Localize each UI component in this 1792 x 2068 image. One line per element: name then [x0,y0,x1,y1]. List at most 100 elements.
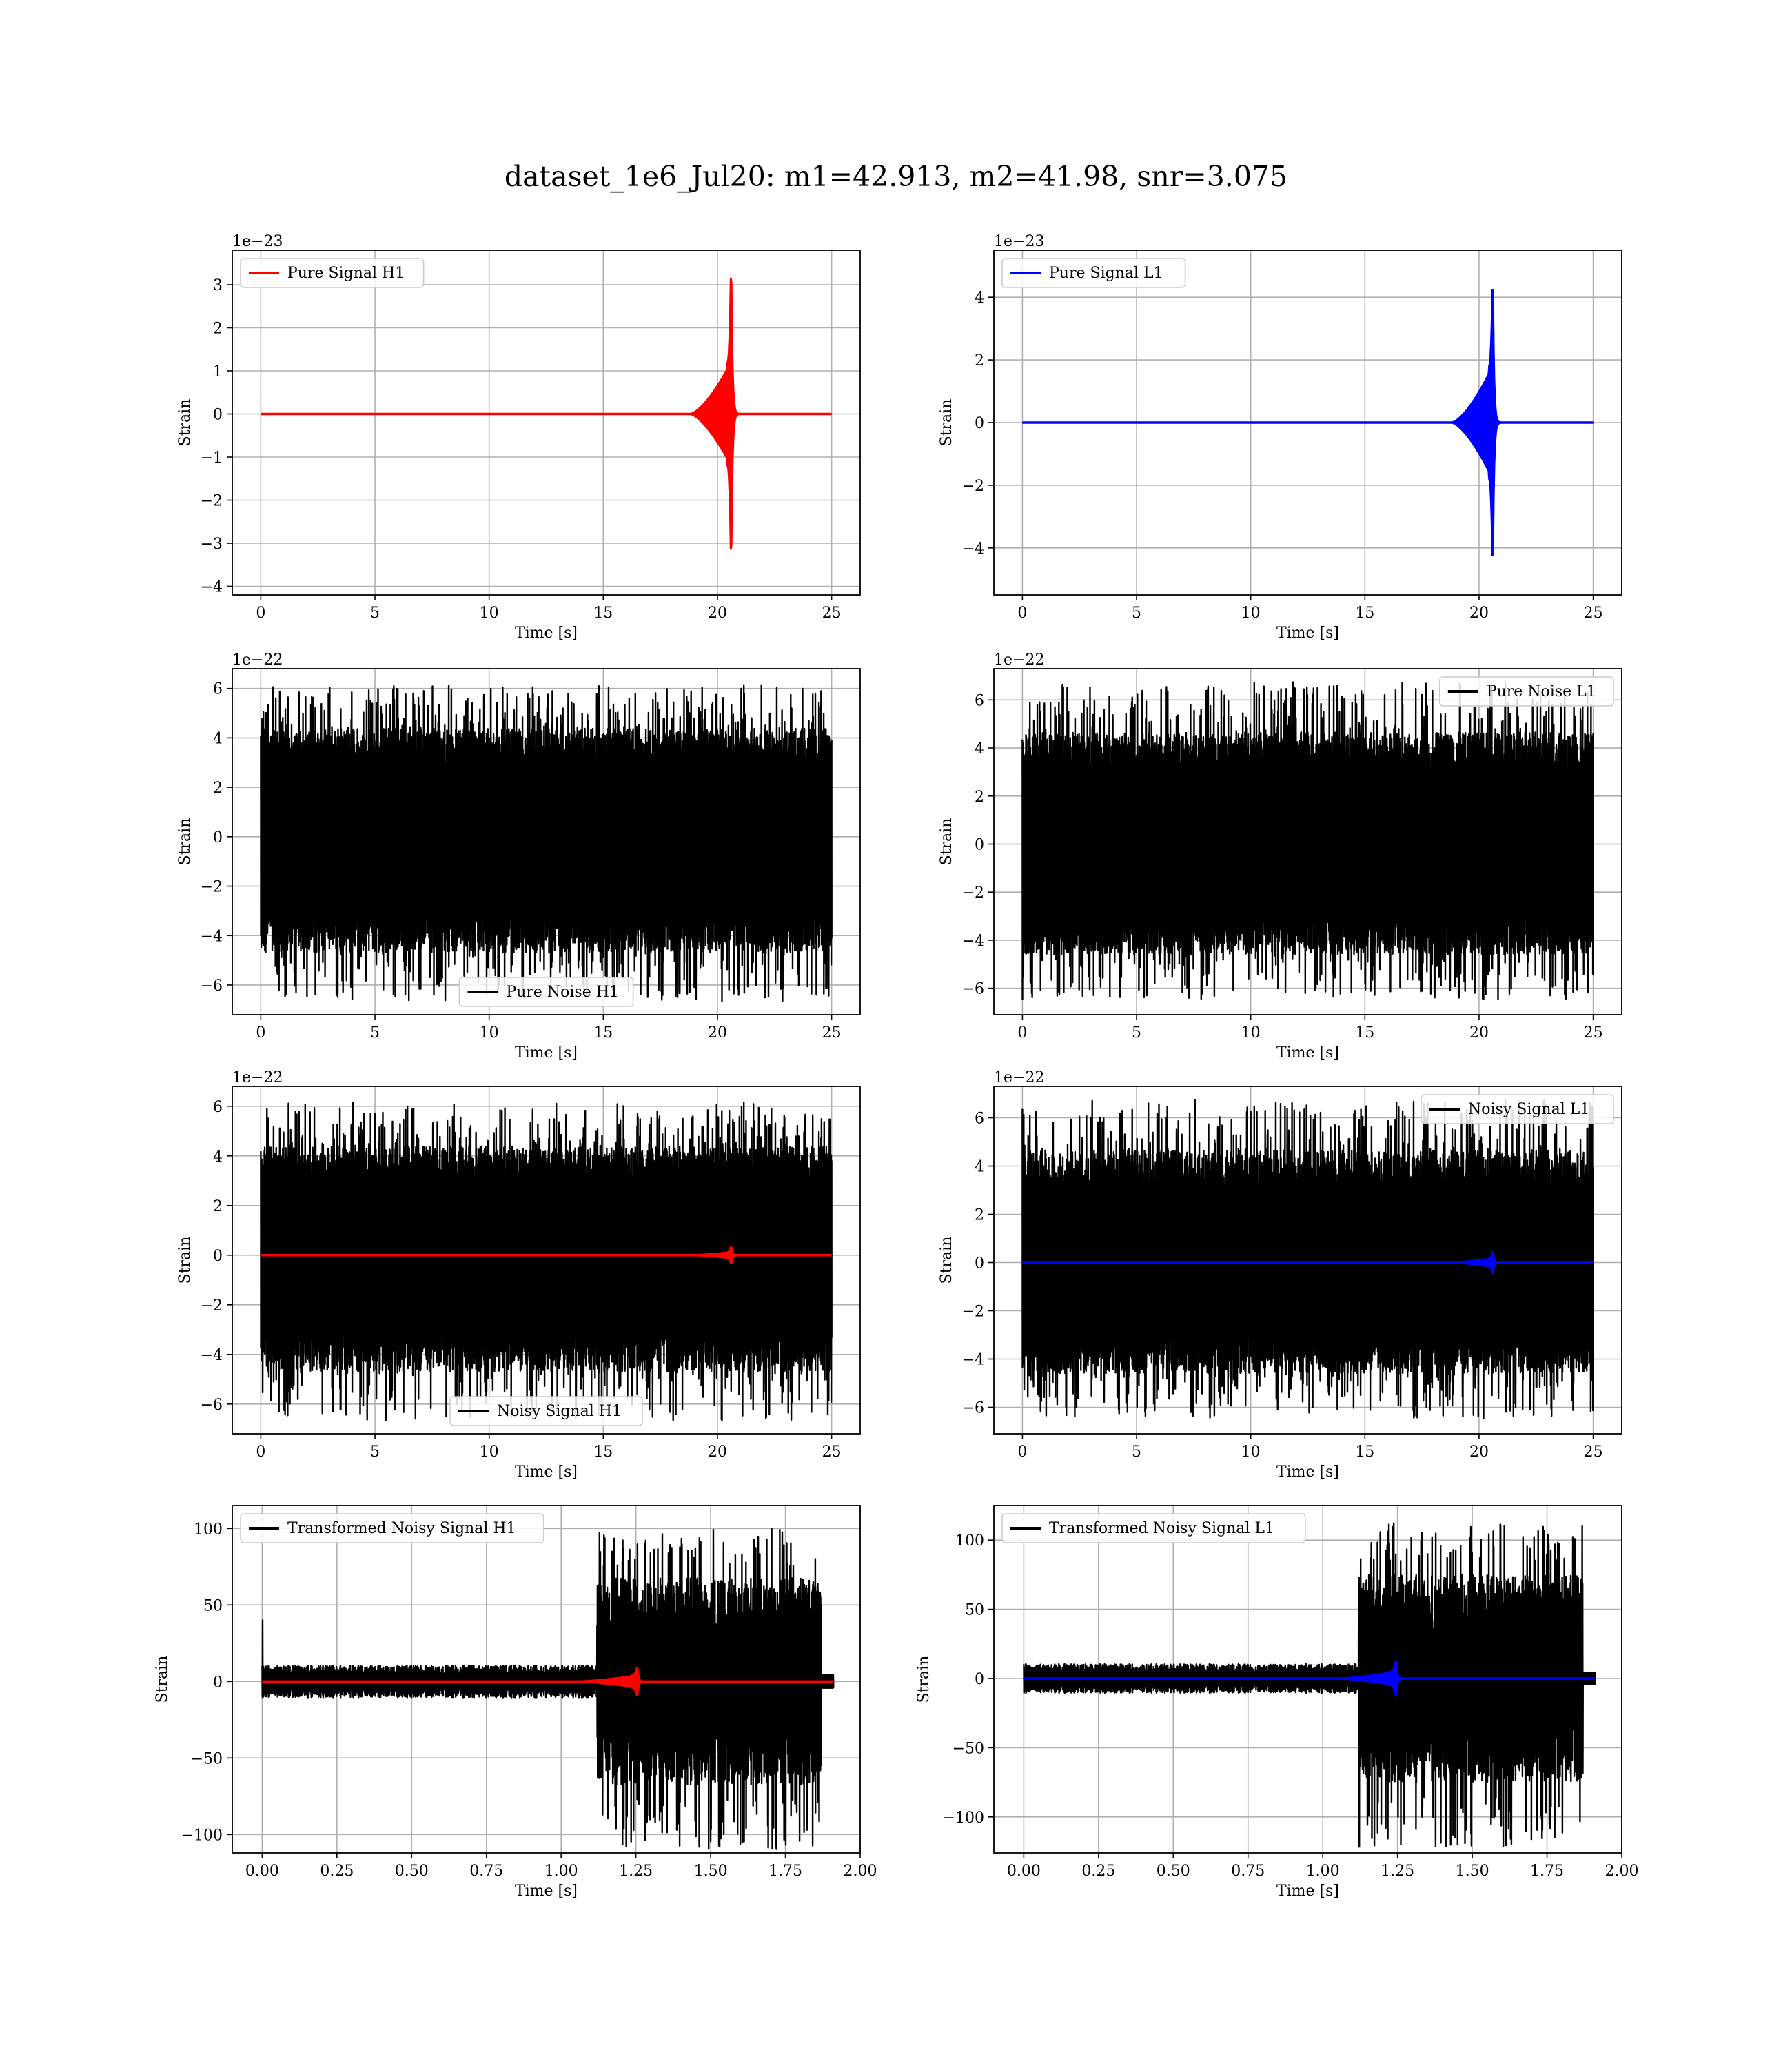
series-group [261,1528,835,1850]
x-tick-label: 0 [256,1443,265,1461]
y-tick-label: −4 [962,1352,984,1369]
subplot-transformed-noisy-signal-l1: 0.00 0.25 0.50 0.75 1.00 1.25 1.50 1.75 2.00 −100… [915,1505,1639,1900]
x-tick-label: 20 [708,1443,727,1461]
axis-offset-label: 1e−22 [232,1069,283,1086]
x-tick-label: 0 [1017,1024,1027,1042]
x-tick-label: 5 [1132,1443,1141,1461]
y-tick-label: −2 [201,1297,223,1315]
x-axis-label: Time [s] [515,1463,578,1481]
axes-frame [993,1086,1622,1435]
y-tick-label: 2 [975,789,984,806]
x-tick-label: 1.25 [1381,1863,1414,1880]
y-tick-label: 4 [213,730,223,747]
series-group [260,1102,833,1421]
y-tick-label: −4 [201,1347,223,1364]
series-group [1023,1522,1596,1848]
tick-group: 0 5 10 15 20 25 −6 −4 −2 0 2 4 6 [962,692,1603,1042]
x-tick-label: 2.00 [1605,1863,1639,1880]
y-axis-label: Strain [154,1656,171,1703]
x-axis-label: Time [s] [1276,1044,1339,1062]
x-tick-label: 20 [1469,1024,1489,1042]
legend-frame [1001,1513,1306,1543]
legend-entry: Noisy Signal H1 [497,1403,622,1420]
x-tick-label: 5 [370,605,380,622]
x-tick-label: 0.00 [245,1863,279,1880]
subplot-noisy-signal-l1: 0 5 10 15 20 25 −6 −4 −2 0 2 4 6 Time [s] Strain 1e−22 N… [938,1069,1622,1481]
x-tick-label: 10 [480,1443,499,1461]
y-tick-label: −4 [962,540,984,558]
x-axis-label: Time [s] [515,1044,578,1062]
y-tick-label: 4 [975,290,984,307]
tick-group: 0 5 10 15 20 25 −6 −4 −2 0 2 4 6 [201,1099,842,1461]
y-tick-label: 2 [975,352,984,369]
y-tick-label: 2 [975,1207,984,1224]
y-tick-label: 6 [975,692,984,709]
legend: Pure Noise L1 [1439,676,1614,707]
legend-entry: Pure Noise L1 [1487,683,1596,700]
y-tick-label: −3 [201,536,223,553]
y-tick-label: −6 [201,1397,223,1414]
x-tick-label: 0.00 [1007,1863,1041,1880]
figure-title: dataset_1e6_Jul20: m1=42.913, m2=41.98, … [505,160,1287,193]
legend-entry: Transformed Noisy Signal L1 [1049,1520,1274,1537]
series-group [1022,288,1594,557]
y-tick-label: 4 [213,1148,223,1166]
x-tick-label: 20 [708,1024,727,1042]
legend: Transformed Noisy Signal L1 [1001,1513,1306,1543]
subplot-noisy-signal-h1: 0 5 10 15 20 25 −6 −4 −2 0 2 4 6 Time [s] Strain 1e−22 N… [176,1069,861,1481]
tick-group: 0 5 10 15 20 25 −4 −3 −2 −1 0 1 2 3 [201,277,842,622]
x-tick-label: 0 [256,1024,265,1042]
x-tick-label: 1.00 [1306,1863,1340,1880]
axis-offset-label: 1e−22 [232,651,283,669]
y-tick-label: −4 [962,933,984,950]
legend: Pure Noise H1 [458,977,634,1007]
axes-frame [232,668,861,1015]
x-tick-label: 1.50 [694,1863,728,1880]
x-tick-label: 15 [593,605,613,622]
legend: Pure Signal H1 [240,258,425,288]
y-tick-label: −2 [962,884,984,902]
x-tick-label: 2.00 [844,1863,877,1880]
y-tick-label: 100 [955,1532,984,1550]
x-tick-label: 0.50 [395,1863,429,1880]
y-tick-label: −4 [201,928,223,945]
legend-frame [240,1513,544,1543]
series-group [1021,1099,1594,1419]
legend-frame [458,977,634,1007]
y-axis-label: Strain [176,818,194,866]
x-axis-label: Time [s] [515,1883,578,1900]
x-axis-label: Time [s] [1276,625,1339,642]
subplot-pure-signal-h1: 0 5 10 15 20 25 −4 −3 −2 −1 0 1 2 3 Time [s] Strain 1e−2… [176,233,861,642]
legend: Noisy Signal H1 [449,1396,643,1426]
x-tick-label: 25 [1584,1443,1603,1461]
x-tick-label: 15 [1355,1024,1374,1042]
legend: Transformed Noisy Signal H1 [240,1513,544,1543]
series-group [261,278,832,550]
x-tick-label: 1.50 [1456,1863,1489,1880]
x-tick-label: 5 [370,1024,380,1042]
y-tick-label: 2 [213,780,223,797]
subplot-transformed-noisy-signal-h1: 0.00 0.25 0.50 0.75 1.00 1.25 1.50 1.75 2.00 −100… [154,1505,877,1900]
x-tick-label: 1.25 [619,1863,653,1880]
y-tick-label: 0 [975,415,984,432]
x-tick-label: 15 [593,1024,613,1042]
axis-offset-label: 1e−22 [994,1069,1044,1086]
legend-entry: Noisy Signal L1 [1468,1101,1589,1118]
y-axis-label: Strain [938,818,955,866]
x-tick-label: 0.75 [469,1863,503,1880]
x-axis-label: Time [s] [1276,1463,1339,1481]
y-tick-label: 0 [213,1674,223,1691]
y-tick-label: 100 [194,1521,223,1538]
x-tick-label: 1.00 [544,1863,578,1880]
x-tick-label: 20 [708,605,727,622]
legend-entry: Pure Noise H1 [506,984,619,1001]
axes-frame [232,250,861,596]
y-tick-label: −6 [962,981,984,998]
y-tick-label: 50 [965,1602,984,1619]
noise-band [261,762,832,911]
y-tick-label: −6 [201,977,223,995]
x-tick-label: 5 [1132,1024,1141,1042]
x-tick-label: 20 [1469,1443,1489,1461]
